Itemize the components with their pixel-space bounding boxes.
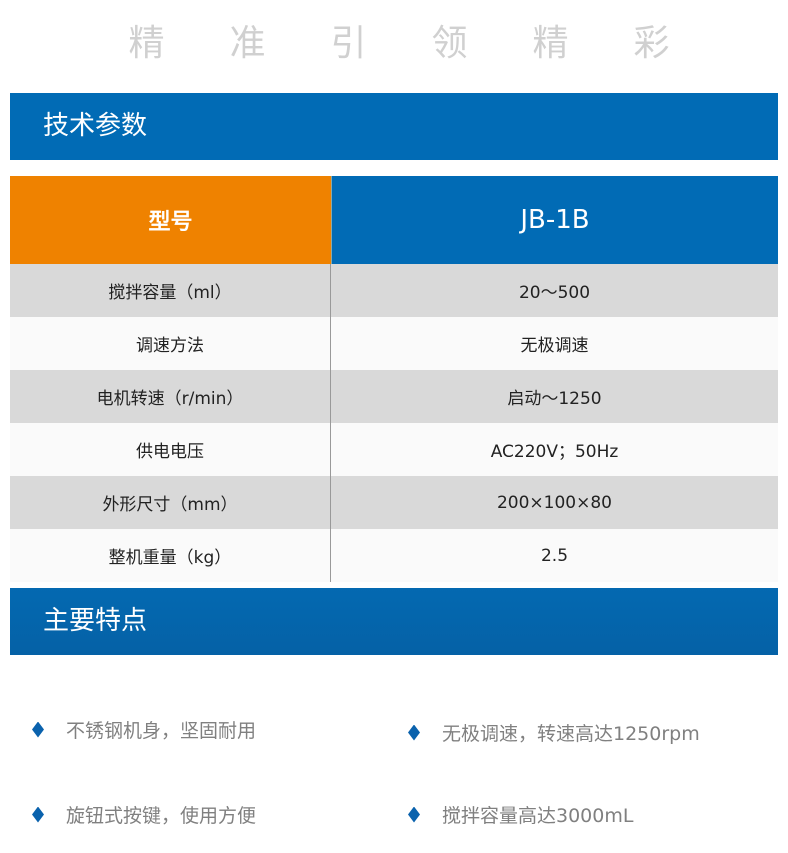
slogan-char: 准 xyxy=(229,23,266,64)
model-label: 型号 xyxy=(10,176,331,264)
row-value: 启动～1250 xyxy=(507,389,602,409)
feature-text: 不锈钢机身，坚固耐用 xyxy=(66,720,257,742)
row-key: 调速方法 xyxy=(10,317,331,370)
diamond-bullet-icon xyxy=(408,806,420,823)
row-key: 外形尺寸（mm） xyxy=(10,476,331,529)
table-header: 型号 JB-1B xyxy=(10,176,778,264)
row-value: 20～500 xyxy=(518,283,591,303)
slogan-char: 精 xyxy=(532,23,569,64)
feature-item: 无极调速，转速高达1250rpm xyxy=(408,719,700,746)
feature-text: 搅拌容量高达3000mL xyxy=(442,805,634,827)
feature-item: 不锈钢机身，坚固耐用 xyxy=(32,716,256,743)
feature-text: 无极调速，转速高达1250rpm xyxy=(442,723,700,745)
table-row: 供电电压 AC220V；50Hz xyxy=(10,423,778,476)
section-title-specs: 技术参数 xyxy=(10,93,778,160)
row-value: 2.5 xyxy=(540,545,569,566)
diamond-bullet-icon xyxy=(408,724,420,741)
row-key: 电机转速（r/min） xyxy=(10,370,331,423)
slogan: 精 准 引 领 精 彩 xyxy=(0,14,788,66)
section-title-features: 主要特点 xyxy=(10,588,778,655)
diamond-bullet-icon xyxy=(32,721,44,738)
feature-item: 旋钮式按键，使用方便 xyxy=(32,801,256,828)
row-key: 搅拌容量（ml） xyxy=(10,264,331,317)
table-row: 调速方法 无极调速 xyxy=(10,317,778,370)
feature-item: 搅拌容量高达3000mL xyxy=(408,801,633,828)
row-key: 供电电压 xyxy=(10,423,331,476)
row-value: 200×100×80 xyxy=(496,492,612,513)
diamond-bullet-icon xyxy=(32,806,44,823)
slogan-char: 领 xyxy=(431,23,468,64)
model-value: JB-1B xyxy=(331,176,778,264)
slogan-char: 精 xyxy=(128,23,165,64)
row-value: 无极调速 xyxy=(520,336,589,356)
row-key: 整机重量（kg） xyxy=(10,529,331,582)
slogan-char: 引 xyxy=(330,23,367,64)
table-row: 外形尺寸（mm） 200×100×80 xyxy=(10,476,778,529)
slogan-char: 彩 xyxy=(633,23,670,64)
feature-text: 旋钮式按键，使用方便 xyxy=(66,805,257,827)
table-row: 搅拌容量（ml） 20～500 xyxy=(10,264,778,317)
table-row: 电机转速（r/min） 启动～1250 xyxy=(10,370,778,423)
specs-table: 型号 JB-1B 搅拌容量（ml） 20～500 调速方法 无极调速 电机转速（r/… xyxy=(10,176,778,582)
table-row: 整机重量（kg） 2.5 xyxy=(10,529,778,582)
table-body: 搅拌容量（ml） 20～500 调速方法 无极调速 电机转速（r/min） 启动～12… xyxy=(10,264,778,582)
row-value: AC220V；50Hz xyxy=(490,442,619,462)
